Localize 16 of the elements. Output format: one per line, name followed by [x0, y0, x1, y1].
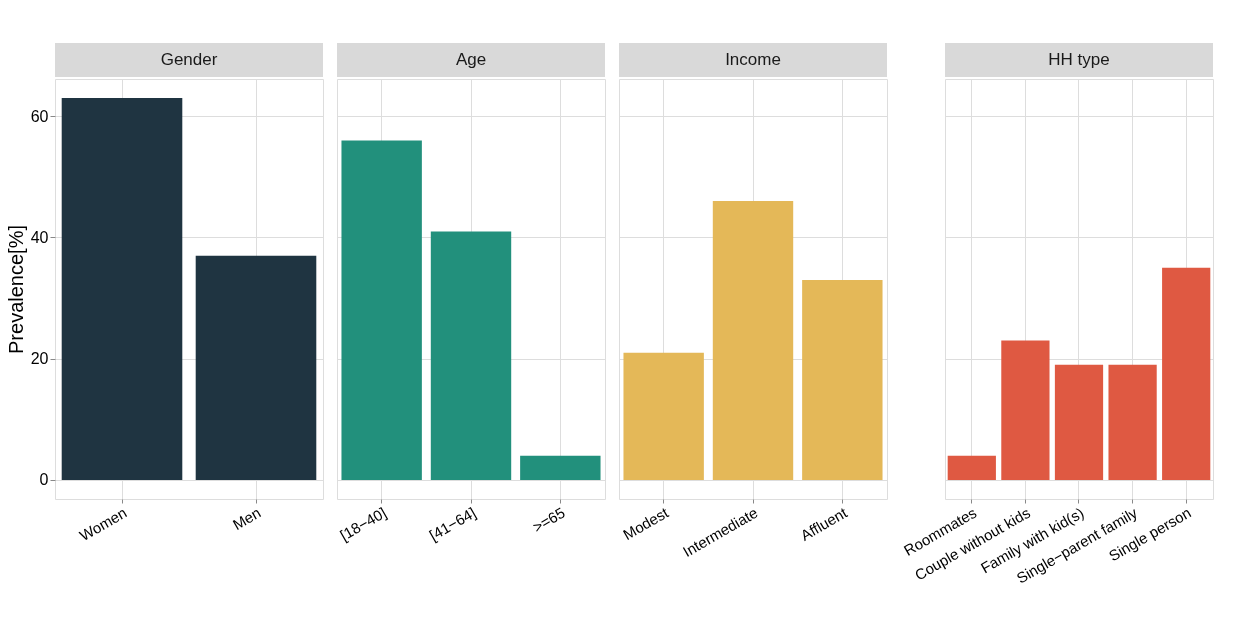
y-axis-title: Prevalence[%]: [4, 225, 27, 354]
x-tick-label: Men: [229, 503, 264, 534]
bar: [947, 455, 996, 480]
bar: [1054, 364, 1104, 480]
bar: [1162, 267, 1211, 480]
y-tick-label: 40: [30, 228, 49, 246]
bar: [1001, 340, 1050, 480]
chart-title: HH type: [1048, 50, 1110, 69]
y-tick-label: 0: [39, 471, 49, 489]
bar: [1108, 364, 1157, 480]
y-tick-label: 60: [30, 107, 49, 125]
y-tick-label: 20: [30, 350, 49, 368]
x-tick-label: >=65: [529, 503, 568, 536]
chart-title: Gender: [160, 50, 218, 69]
chart-title: Age: [455, 50, 487, 69]
chart-title: Income: [725, 50, 781, 69]
